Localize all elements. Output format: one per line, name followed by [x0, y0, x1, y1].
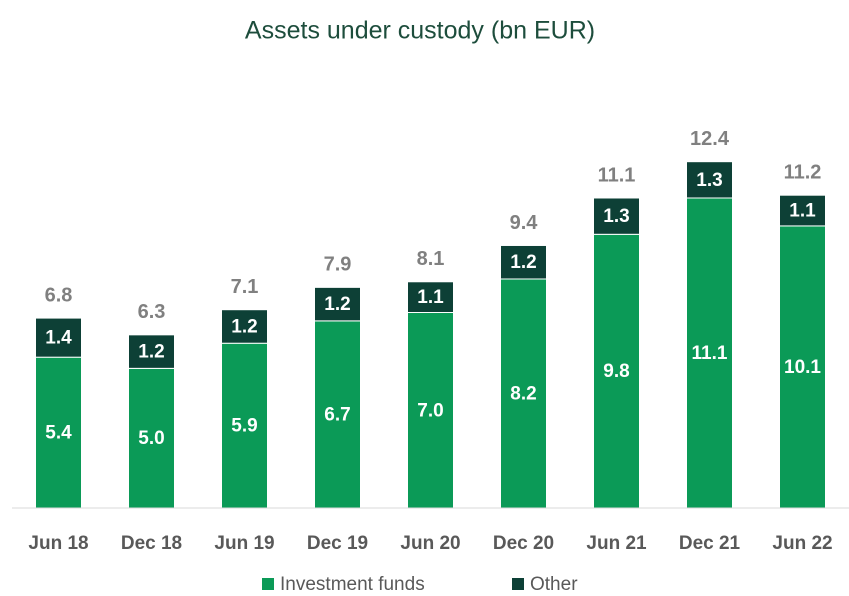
bar-segment [593, 233, 640, 509]
bar-segment [221, 309, 268, 344]
data-label: 1.3 [696, 170, 722, 191]
data-label: 10.1 [784, 357, 821, 378]
x-tick-label: Dec 18 [121, 533, 182, 554]
legend-label: Other [530, 574, 578, 595]
total-label: 7.1 [231, 276, 259, 298]
data-label: 9.8 [603, 361, 629, 382]
bar-segment [500, 278, 547, 509]
legend-label: Investment funds [280, 574, 425, 595]
x-tick-label: Dec 20 [493, 533, 554, 554]
data-label: 1.3 [603, 206, 629, 227]
bar-segment [779, 194, 826, 227]
bar-segment [686, 197, 733, 509]
bar-segment [686, 161, 733, 199]
x-tick-label: Jun 19 [214, 533, 274, 554]
total-label: 8.1 [417, 248, 445, 270]
data-label: 7.0 [417, 400, 443, 421]
data-label: 1.2 [324, 294, 350, 315]
x-tick-label: Dec 19 [307, 533, 368, 554]
chart-title: Assets under custody (bn EUR) [245, 17, 595, 45]
data-label: 1.1 [789, 201, 816, 222]
total-label: 6.3 [138, 301, 166, 323]
bar-segment [128, 334, 175, 369]
bar-segment [35, 317, 82, 358]
total-label: 7.9 [324, 254, 352, 276]
data-label: 1.2 [231, 316, 257, 337]
data-label: 1.2 [510, 252, 536, 273]
total-label: 9.4 [510, 212, 539, 234]
bar-segment [35, 356, 82, 509]
data-label: 1.1 [417, 287, 444, 308]
bar-segment [407, 281, 454, 313]
x-tick-label: Jun 18 [28, 533, 88, 554]
data-label: 5.4 [45, 423, 72, 444]
x-tick-label: Jun 22 [772, 533, 832, 554]
x-tick-label: Dec 21 [679, 533, 741, 554]
x-tick-label: Jun 20 [400, 533, 460, 554]
data-label: 11.1 [692, 343, 728, 364]
total-label: 11.2 [784, 161, 822, 183]
total-label: 6.8 [45, 284, 73, 306]
total-label: 12.4 [690, 128, 730, 150]
bar-segment [500, 244, 547, 280]
x-tick-label: Jun 21 [586, 533, 647, 554]
bar-segment [314, 286, 361, 322]
data-label: 5.9 [231, 416, 257, 437]
data-label: 6.7 [324, 404, 350, 425]
legend-swatch [262, 578, 274, 590]
data-label: 8.2 [510, 384, 536, 405]
data-label: 1.4 [45, 328, 72, 349]
legend-swatch [512, 578, 524, 590]
bar-segment [779, 225, 826, 509]
total-label: 11.1 [598, 164, 636, 186]
data-label: 1.2 [138, 342, 164, 363]
data-label: 5.0 [138, 428, 164, 449]
bar-segment [593, 197, 640, 235]
